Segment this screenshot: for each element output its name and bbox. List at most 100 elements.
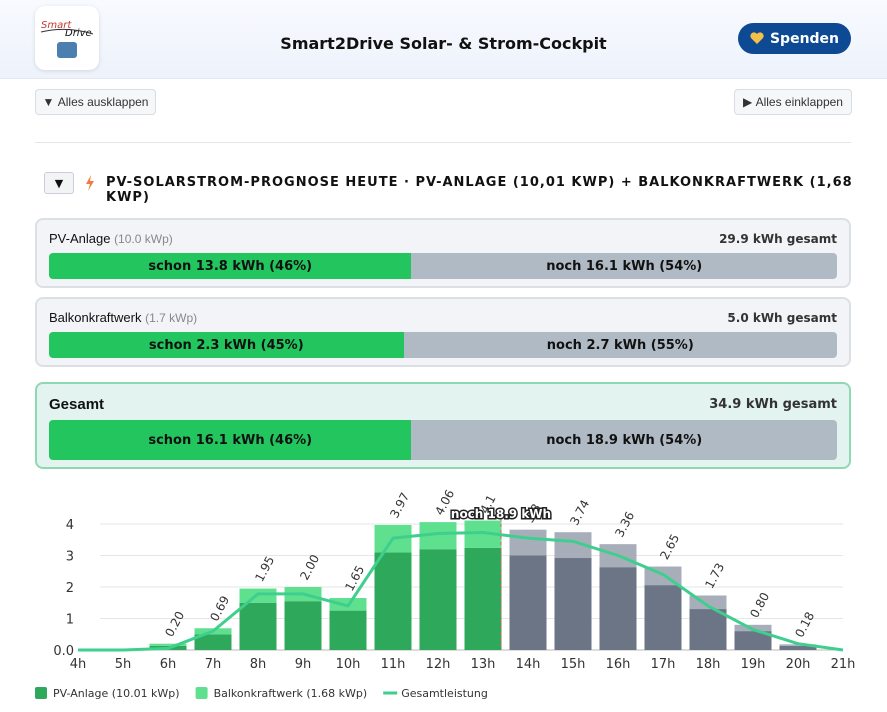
bar [149, 643, 187, 646]
bar [509, 555, 547, 650]
icon: ▼ [42, 95, 58, 109]
legend-item: Gesamtleistung [383, 687, 488, 700]
progress-bar: schon 2.3 kWh (45%) noch 2.7 kWh (55%) [49, 332, 837, 358]
x-tick-label: 10h [336, 657, 361, 672]
legend-label: Balkonkraftwerk (1.68 kWp) [214, 687, 368, 700]
progress-rest: noch 18.9 kWh (54%) [411, 420, 837, 460]
bar [599, 567, 637, 650]
x-tick-label: 8h [250, 657, 267, 672]
bar [734, 631, 772, 650]
data-label: 2.00 [297, 552, 322, 582]
bar [464, 547, 502, 650]
data-label: 3.97 [387, 490, 412, 520]
legend-item: Balkonkraftwerk (1.68 kWp) [195, 687, 368, 700]
card-kwp: (10.0 kWp) [114, 232, 173, 246]
legend-swatch [195, 687, 208, 699]
annotation: noch 18.9 kWh [451, 507, 551, 521]
section-title: PV-SOLARSTROM-PROGNOSE HEUTE · PV-ANLAGE… [106, 175, 853, 205]
card-total: 34.9 kWh gesamt [709, 397, 837, 412]
logo-car [57, 42, 77, 58]
bar [779, 645, 817, 650]
data-label: 0.80 [747, 590, 772, 620]
divider [35, 142, 851, 143]
logo-text: Drive [65, 28, 92, 39]
bolt-icon [86, 175, 94, 191]
legend-label: Gesamtleistung [401, 687, 488, 700]
y-tick-label: 3 [66, 550, 74, 565]
section-toggle[interactable]: ▼ [44, 172, 74, 194]
progress-done: schon 16.1 kWh (46%) [49, 420, 412, 460]
card-kwp: (1.7 kWp) [145, 311, 198, 325]
donate-label: Spenden [769, 30, 840, 47]
bar [554, 558, 592, 650]
x-tick-label: 11h [381, 657, 406, 672]
progress-rest: noch 2.7 kWh (55%) [403, 332, 837, 358]
bar [419, 549, 457, 650]
x-tick-label: 7h [205, 657, 222, 672]
x-tick-label: 18h [696, 657, 721, 672]
card-name: PV-Anlage (10.0 kWp) [49, 231, 173, 246]
card: Balkonkraftwerk (1.7 kWp) 5.0 kWh gesamt s… [35, 297, 851, 367]
data-label: 0.20 [162, 609, 187, 639]
button-label: Alles ausklappen [57, 95, 149, 109]
card: PV-Anlage (10.0 kWp) 29.9 kWh gesamt schon… [35, 218, 851, 288]
progress-done: schon 2.3 kWh (45%) [49, 332, 404, 358]
bar [509, 529, 547, 556]
data-label: 0.18 [792, 610, 817, 640]
collapse-button[interactable]: ▶ Alles einklappen [734, 89, 852, 115]
bar [284, 601, 322, 650]
legend-label: PV-Anlage (10.01 kWp) [53, 687, 180, 700]
legend-item: PV-Anlage (10.01 kWp) [35, 687, 180, 700]
x-tick-label: 6h [160, 657, 177, 672]
data-label: 1.73 [702, 561, 727, 591]
x-tick-label: 17h [651, 657, 676, 672]
progress-label: schon 13.8 kWh (46%) [148, 258, 313, 274]
legend-swatch [35, 687, 47, 699]
progress-bar: schon 16.1 kWh (46%) noch 18.9 kWh (54%) [49, 420, 837, 460]
bar [374, 552, 412, 650]
data-label: 1.65 [342, 563, 367, 593]
progress-done: schon 13.8 kWh (46%) [49, 253, 412, 279]
x-tick-label: 12h [426, 657, 451, 672]
logo-swoosh [40, 28, 94, 35]
card-name: Gesamt [49, 396, 104, 413]
progress-label: schon 2.3 kWh (45%) [148, 337, 304, 353]
x-tick-label: 21h [831, 657, 856, 672]
bar [194, 634, 232, 650]
y-tick-label: 0.0 [53, 644, 74, 659]
logo-art: Smart Drive [40, 20, 94, 58]
card-title: PV-Anlage [49, 231, 111, 246]
y-tick-label: 2 [66, 581, 74, 596]
card-title: Gesamt [49, 396, 105, 413]
x-tick-label: 9h [295, 657, 312, 672]
progress-label: schon 16.1 kWh (46%) [148, 432, 313, 448]
heart-icon [750, 32, 764, 44]
progress-label: noch 18.9 kWh (54%) [546, 432, 703, 448]
card-total: 5.0 kWh gesamt [727, 311, 837, 325]
x-tick-label: 5h [115, 657, 132, 672]
bar [644, 585, 682, 650]
x-tick-label: 14h [516, 657, 541, 672]
card-name: Balkonkraftwerk (1.7 kWp) [49, 310, 197, 325]
x-tick-label: 15h [561, 657, 586, 672]
logo[interactable]: Smart Drive [35, 6, 99, 70]
data-label: 3.74 [567, 497, 592, 527]
x-tick-label: 19h [741, 657, 766, 672]
card: Gesamt 34.9 kWh gesamt schon 16.1 kWh (46%… [35, 382, 851, 469]
progress-bar: schon 13.8 kWh (46%) noch 16.1 kWh (54%) [49, 253, 837, 279]
expand-button[interactable]: ▼ Alles ausklappen [35, 89, 156, 115]
y-tick-label: 1 [66, 613, 74, 628]
progress-rest: noch 16.1 kWh (54%) [411, 253, 837, 279]
data-label: 1.95 [252, 554, 277, 584]
progress-label: noch 2.7 kWh (55%) [546, 337, 694, 353]
card-title: Balkonkraftwerk [49, 310, 142, 325]
bar [329, 610, 367, 650]
donate-button[interactable]: Spenden [738, 23, 851, 54]
bar [239, 602, 277, 650]
x-tick-label: 16h [606, 657, 631, 672]
data-label: 2.65 [657, 532, 682, 562]
y-tick-label: 4 [66, 518, 74, 533]
logo-text: Smart [41, 20, 72, 31]
